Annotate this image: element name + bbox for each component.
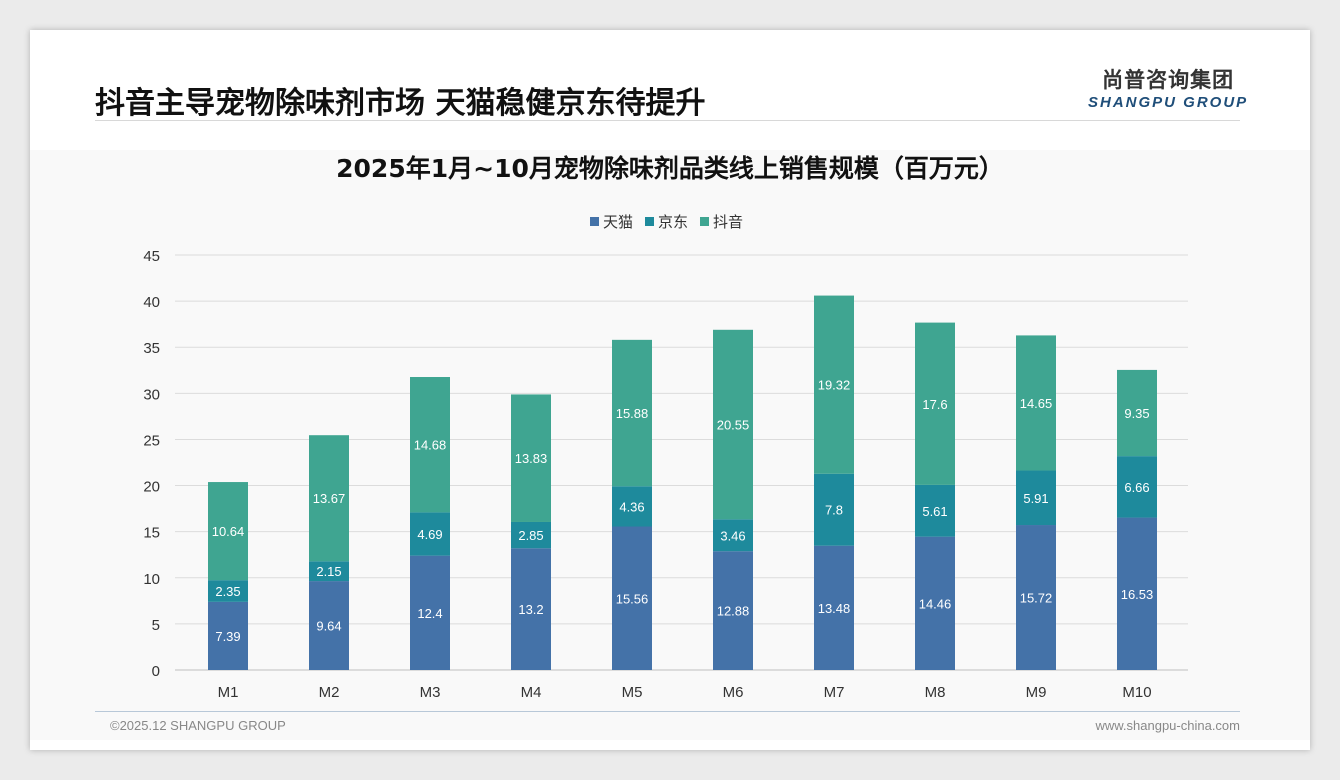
y-tick-label: 25	[143, 432, 160, 449]
data-label: 9.35	[1124, 406, 1149, 421]
x-tick-label: M9	[1026, 684, 1047, 701]
bar-segment	[713, 551, 753, 670]
data-label: 16.53	[1121, 587, 1154, 602]
x-tick-label: M3	[420, 684, 441, 701]
data-label: 13.67	[313, 491, 346, 506]
title-divider	[95, 120, 1240, 121]
data-label: 14.65	[1020, 396, 1053, 411]
bar-segment	[410, 377, 450, 513]
data-label: 13.48	[818, 601, 851, 616]
data-label: 7.8	[825, 503, 843, 518]
data-label: 12.88	[717, 604, 750, 619]
bar-segment	[1016, 335, 1056, 471]
bar-segment	[511, 521, 551, 549]
data-label: 9.64	[316, 619, 341, 634]
data-label: 15.72	[1020, 591, 1053, 606]
data-label: 6.66	[1124, 480, 1149, 495]
bar-segment	[410, 512, 450, 556]
data-label: 3.46	[720, 528, 745, 543]
data-label: 4.36	[619, 499, 644, 514]
bar-segment	[814, 473, 854, 546]
data-label: 20.55	[717, 418, 750, 433]
bar-segment	[713, 519, 753, 552]
bar-segment	[814, 295, 854, 474]
data-label: 7.39	[215, 629, 240, 644]
bar-segment	[410, 555, 450, 670]
y-tick-label: 0	[152, 663, 160, 680]
bar-segment	[309, 581, 349, 670]
legend-label: 天猫	[603, 213, 633, 231]
x-tick-label: M6	[723, 684, 744, 701]
data-label: 12.4	[417, 606, 442, 621]
bar-segment	[208, 580, 248, 602]
y-tick-label: 5	[152, 617, 160, 634]
bar-segment	[1117, 456, 1157, 518]
bar-segment	[612, 339, 652, 487]
y-tick-label: 15	[143, 525, 160, 542]
bar-segment	[915, 322, 955, 485]
bar-segment	[1117, 517, 1157, 670]
y-tick-label: 10	[143, 571, 160, 588]
x-tick-label: M8	[925, 684, 946, 701]
data-label: 17.6	[922, 397, 947, 412]
data-label: 13.2	[518, 602, 543, 617]
bar-segment	[309, 435, 349, 562]
bar-segment	[208, 601, 248, 670]
x-tick-label: M10	[1122, 684, 1151, 701]
data-label: 2.15	[316, 564, 341, 579]
data-label: 2.85	[518, 528, 543, 543]
bar-segment	[1016, 525, 1056, 670]
bar-segment	[208, 482, 248, 581]
legend-swatch	[590, 217, 599, 226]
data-label: 15.88	[616, 406, 649, 421]
x-tick-label: M1	[218, 684, 239, 701]
bar-segment	[915, 484, 955, 537]
x-tick-label: M2	[319, 684, 340, 701]
bar-segment	[915, 536, 955, 670]
y-tick-label: 40	[143, 294, 160, 311]
y-tick-label: 20	[143, 479, 160, 496]
legend-label: 京东	[658, 213, 688, 231]
logo: 尚普咨询集团 SHANGPU GROUP	[1088, 64, 1248, 111]
data-label: 2.35	[215, 584, 240, 599]
footer-divider	[95, 711, 1240, 712]
legend-label: 抖音	[713, 213, 743, 231]
y-tick-label: 35	[143, 340, 160, 357]
bar-segment	[612, 486, 652, 527]
bar-segment	[1117, 369, 1157, 457]
data-label: 15.56	[616, 591, 649, 606]
bar-segment	[1016, 470, 1056, 526]
legend-swatch	[645, 217, 654, 226]
bar-segment	[511, 394, 551, 522]
bar-segment	[814, 545, 854, 670]
bar-segment	[612, 526, 652, 670]
data-label: 5.61	[922, 504, 947, 519]
y-tick-label: 30	[143, 386, 160, 403]
copyright: ©2025.12 SHANGPU GROUP	[110, 718, 286, 733]
bar-segment	[511, 548, 551, 670]
logo-en: SHANGPU GROUP	[1088, 94, 1249, 111]
data-label: 4.69	[417, 527, 442, 542]
data-label: 14.46	[919, 596, 952, 611]
page-title: 抖音主导宠物除味剂市场 天猫稳健京东待提升	[95, 86, 706, 121]
y-tick-label: 45	[143, 248, 160, 265]
data-label: 10.64	[212, 524, 245, 539]
data-label: 13.83	[515, 451, 548, 466]
x-tick-label: M7	[824, 684, 845, 701]
data-label: 14.68	[414, 438, 447, 453]
x-tick-label: M5	[622, 684, 643, 701]
legend-swatch	[700, 217, 709, 226]
bar-segment	[713, 329, 753, 520]
logo-cn: 尚普咨询集团	[1102, 68, 1235, 92]
website[interactable]: www.shangpu-china.com	[1095, 718, 1240, 733]
data-label: 19.32	[818, 378, 851, 393]
data-label: 5.91	[1023, 491, 1048, 506]
chart-title: 2025年1月~10月宠物除味剂品类线上销售规模（百万元）	[336, 154, 1004, 183]
bar-segment	[309, 561, 349, 582]
x-tick-label: M4	[521, 684, 542, 701]
